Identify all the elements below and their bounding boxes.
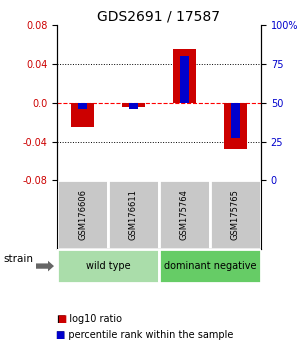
Text: strain: strain bbox=[3, 254, 33, 264]
Bar bbox=[129, 103, 138, 109]
Bar bbox=[173, 49, 196, 103]
Text: GSM175764: GSM175764 bbox=[180, 189, 189, 240]
Bar bbox=[57, 181, 108, 249]
Text: wild type: wild type bbox=[86, 261, 130, 271]
Bar bbox=[78, 103, 87, 109]
Text: GSM175765: GSM175765 bbox=[231, 189, 240, 240]
Bar bbox=[180, 56, 189, 103]
Text: dominant negative: dominant negative bbox=[164, 261, 256, 271]
Text: ■ percentile rank within the sample: ■ percentile rank within the sample bbox=[56, 330, 233, 340]
Bar bbox=[108, 181, 159, 249]
Bar bbox=[159, 249, 261, 283]
Bar bbox=[57, 249, 159, 283]
Bar bbox=[224, 103, 247, 149]
Bar bbox=[159, 181, 210, 249]
Bar bbox=[71, 103, 94, 127]
Text: ■ log10 ratio: ■ log10 ratio bbox=[57, 314, 122, 324]
Title: GDS2691 / 17587: GDS2691 / 17587 bbox=[98, 10, 220, 24]
Text: GSM176606: GSM176606 bbox=[78, 189, 87, 240]
Bar bbox=[210, 181, 261, 249]
Bar bbox=[122, 103, 145, 108]
Text: GSM176611: GSM176611 bbox=[129, 189, 138, 240]
Text: ■: ■ bbox=[56, 330, 65, 340]
Text: ■: ■ bbox=[57, 314, 66, 324]
Bar bbox=[231, 103, 240, 138]
